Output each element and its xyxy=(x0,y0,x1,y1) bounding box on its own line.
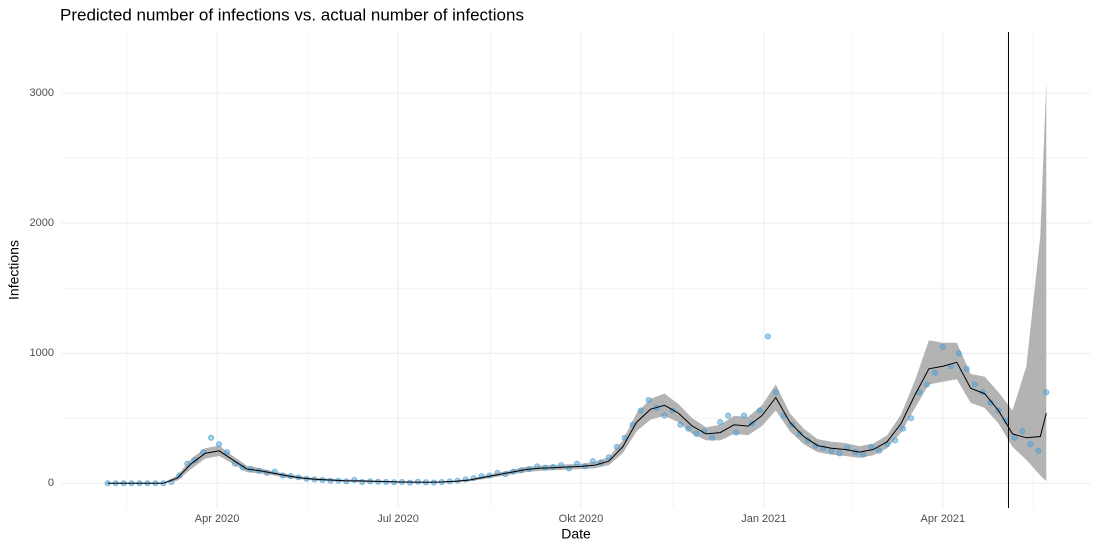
actual-point xyxy=(685,425,692,432)
actual-point xyxy=(868,443,875,450)
actual-point xyxy=(939,343,946,350)
actual-point xyxy=(1027,441,1034,448)
actual-point xyxy=(216,441,223,448)
x-tick-label: Apr 2020 xyxy=(195,513,240,525)
x-tick-label: Jul 2020 xyxy=(377,513,419,525)
actual-point xyxy=(717,419,724,426)
x-axis-title: Date xyxy=(561,526,591,542)
actual-point xyxy=(343,478,350,485)
actual-point xyxy=(725,412,732,419)
actual-point xyxy=(772,389,779,396)
actual-point xyxy=(589,458,596,465)
actual-point xyxy=(955,350,962,357)
plot-layers xyxy=(104,32,1050,508)
actual-point xyxy=(224,449,231,456)
grid xyxy=(62,32,1090,508)
x-tick-label: Jan 2021 xyxy=(741,513,786,525)
actual-point xyxy=(900,425,907,432)
actual-point xyxy=(677,421,684,428)
actual-point xyxy=(971,381,978,388)
actual-point xyxy=(661,412,668,419)
actual-point xyxy=(502,471,509,478)
actual-point xyxy=(1043,389,1050,396)
actual-point xyxy=(208,434,215,441)
actual-point xyxy=(550,464,557,471)
actual-point xyxy=(908,415,915,422)
actual-point xyxy=(836,450,843,457)
actual-point xyxy=(1011,434,1018,441)
actual-point xyxy=(1035,447,1042,454)
actual-point xyxy=(733,429,740,436)
actual-point xyxy=(462,476,469,483)
actual-point xyxy=(828,447,835,454)
chart-title: Predicted number of infections vs. actua… xyxy=(60,5,524,24)
actual-point xyxy=(923,381,930,388)
actual-point xyxy=(637,407,644,414)
y-tick-label: 2000 xyxy=(30,217,54,229)
actual-point xyxy=(860,451,867,458)
actual-point xyxy=(796,430,803,437)
actual-point xyxy=(764,333,771,340)
actual-point xyxy=(351,477,358,484)
actual-point xyxy=(876,447,883,454)
y-axis-title: Infections xyxy=(6,240,22,300)
actual-point xyxy=(184,460,191,467)
actual-point xyxy=(963,365,970,372)
actual-point xyxy=(741,412,748,419)
actual-point xyxy=(573,460,580,467)
actual-point xyxy=(613,443,620,450)
actual-point xyxy=(359,478,366,485)
predicted-line xyxy=(107,361,1047,484)
actual-point xyxy=(709,434,716,441)
actual-point xyxy=(605,454,612,461)
actual-point xyxy=(987,399,994,406)
actual-point xyxy=(645,397,652,404)
actual-point xyxy=(756,407,763,414)
y-tick-label: 0 xyxy=(48,477,54,489)
y-tick-label: 1000 xyxy=(30,347,54,359)
actual-point xyxy=(1019,428,1026,435)
actual-point xyxy=(892,437,899,444)
actual-point xyxy=(406,479,413,486)
actual-point xyxy=(931,369,938,376)
actual-point xyxy=(327,477,334,484)
x-tick-label: Apr 2021 xyxy=(921,513,966,525)
actual-point xyxy=(693,430,700,437)
actual-point xyxy=(263,469,270,476)
y-tick-label: 3000 xyxy=(30,87,54,99)
x-tick-label: Okt 2020 xyxy=(559,513,604,525)
